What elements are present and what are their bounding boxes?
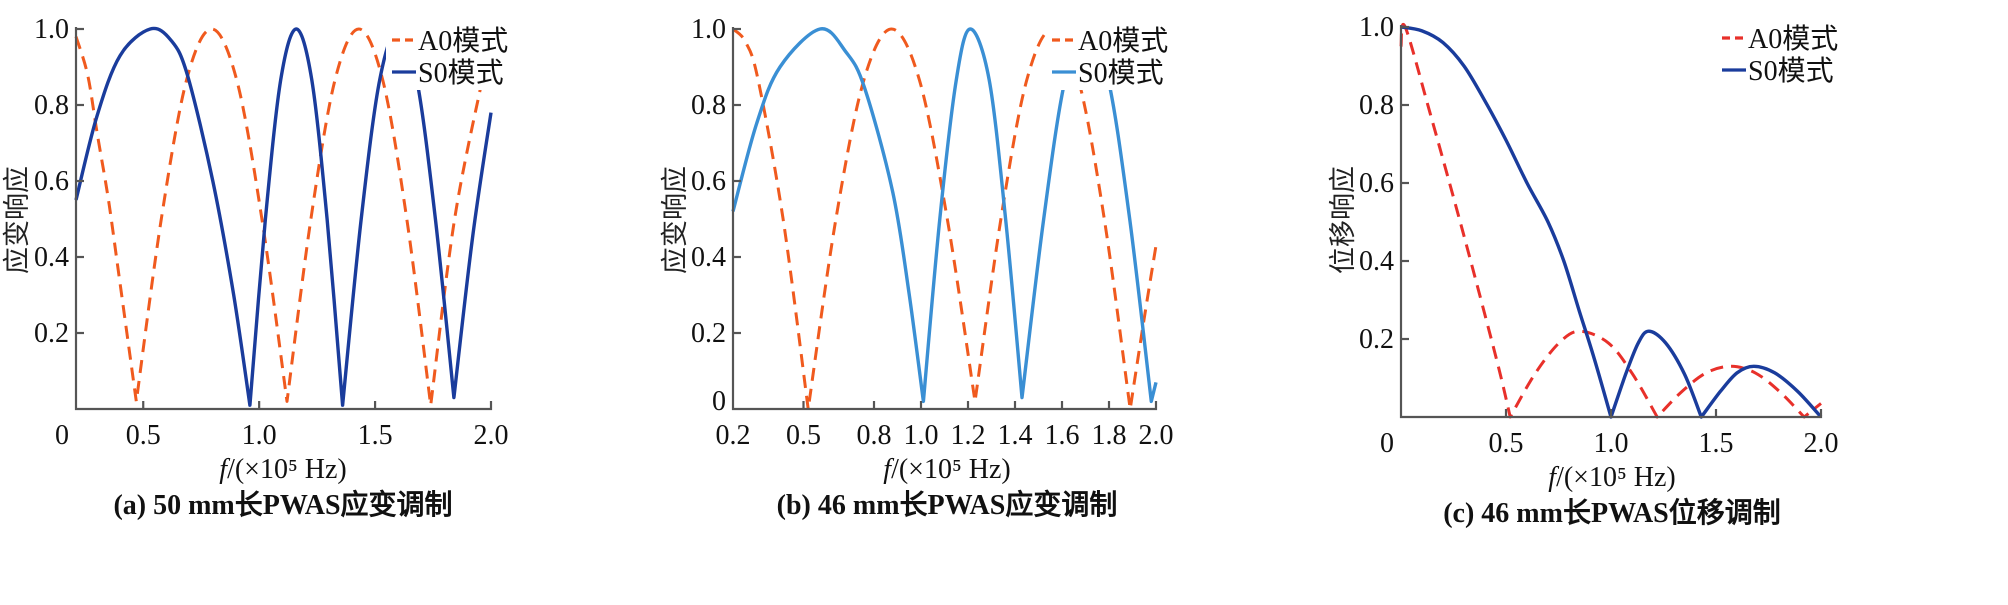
legend-label-s0: S0模式 [1748,55,1834,87]
x-tick-label: 0 [55,420,69,451]
legend-label-s0: S0模式 [1078,57,1164,89]
legend-label-a0: A0模式 [1748,23,1838,55]
legend-background [386,18,500,90]
x-tick-label: 2.0 [1139,420,1174,451]
x-tick-label: 1.5 [1699,428,1734,459]
y-axis-label: 应变响应 [660,166,690,274]
x-tick-label: 1.8 [1092,420,1127,451]
chart-caption: (c) 46 mm长PWAS位移调制 [1443,496,1781,529]
y-tick-label: 0.6 [1359,168,1394,199]
y-tick-label: 0.6 [34,166,69,197]
y-axis-label: 应变响应 [2,166,32,274]
chart-caption: (a) 50 mm长PWAS应变调制 [113,488,452,521]
chart-c: 0 0.5 1.0 1.5 2.0 0.2 0.4 0.6 0.8 1.0 位移响应 f/(×10⁵ … [1328,12,1839,529]
y-tick-label: 0.4 [34,242,69,273]
legend-label-a0: A0模式 [1078,25,1168,57]
x-tick-label: 1.2 [951,420,986,451]
x-axis-label-variable: f [219,454,230,485]
y-tick-label: 0.2 [34,318,69,349]
x-tick-label: 1.5 [358,420,393,451]
x-axis-label: f/(×10⁵ Hz) [1548,462,1675,493]
x-axis-label-unit: /(×10⁵ Hz) [227,454,347,485]
x-tick-label: 1.0 [1594,428,1629,459]
x-tick-label: 1.6 [1045,420,1080,451]
legend-background [1047,18,1161,90]
legend-label-a0: A0模式 [418,25,508,57]
legend-background [1717,16,1831,86]
y-tick-label: 0.2 [691,318,726,349]
x-axis-label-unit: /(×10⁵ Hz) [1556,462,1676,493]
series-line-s0 [74,26,493,407]
y-tick-label: 1.0 [691,14,726,45]
x-tick-label: 0 [1380,428,1394,459]
y-tick-label: 0.8 [34,90,69,121]
series-line-a0 [731,27,1158,411]
x-tick-label: 2.0 [474,420,509,451]
x-tick-label: 0.8 [857,420,892,451]
x-axis-label-unit: /(×10⁵ Hz) [891,454,1011,485]
x-axis-label: f/(×10⁵ Hz) [219,454,346,485]
series-line-a0 [1399,23,1822,419]
y-tick-label: 0.8 [691,90,726,121]
series-line-a0 [74,27,484,407]
x-tick-label: 1.4 [998,420,1033,451]
y-tick-label: 0.6 [691,166,726,197]
x-tick-label: 0.5 [1489,428,1524,459]
axis-lines [731,27,1158,411]
y-tick-label: 0 [712,386,726,417]
chart-caption: (b) 46 mm长PWAS应变调制 [777,488,1118,521]
x-axis-label-variable: f [883,454,894,485]
x-tick-label: 2.0 [1804,428,1839,459]
series-line-s0 [1400,25,1823,419]
chart-b: 0.2 0.5 0.8 1.0 1.2 1.4 1.6 1.8 2.000.20.40.60.8… [660,14,1174,521]
y-axis-label: 位移响应 [1328,166,1358,274]
y-tick-label: 0.2 [1359,324,1394,355]
y-tick-label: 0.4 [1359,246,1394,277]
y-tick-label: 1.0 [34,14,69,45]
x-axis-label: f/(×10⁵ Hz) [883,454,1010,485]
x-tick-label: 1.0 [242,420,277,451]
x-tick-label: 1.0 [904,420,939,451]
x-axis-label-variable: f [1548,462,1559,493]
legend-label-s0: S0模式 [418,57,504,89]
y-tick-label: 0.4 [691,242,726,273]
x-tick-label: 0.5 [126,420,161,451]
axis-lines [74,27,493,411]
chart-a: 0 0.5 1.0 1.5 2.0 0.2 0.4 0.6 0.8 1.0 应变响应 f/(×10⁵ … [2,14,509,521]
y-tick-label: 1.0 [1359,12,1394,43]
x-tick-label: 0.2 [716,420,751,451]
x-tick-label: 0.5 [786,420,821,451]
y-tick-label: 0.8 [1359,90,1394,121]
